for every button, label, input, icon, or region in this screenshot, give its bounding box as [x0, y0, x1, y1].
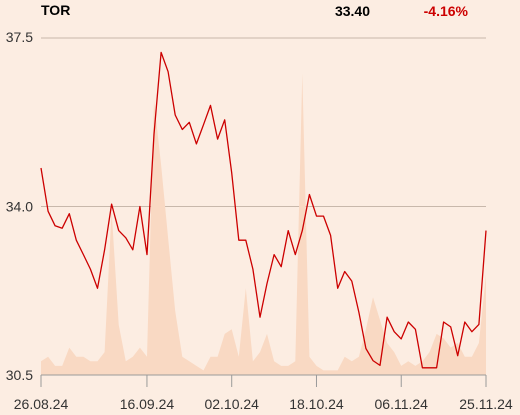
y-tick-label: 37.5 [6, 29, 33, 45]
x-axis: 26.08.24 16.09.24 02.10.24 18.10.24 06.11.24… [14, 374, 513, 412]
x-tick-label: 06.11.24 [375, 396, 429, 412]
x-tick-label: 25.11.24 [459, 396, 513, 412]
x-tick-label: 02.10.24 [204, 396, 259, 412]
x-tick-label: 26.08.24 [14, 396, 69, 412]
y-axis-labels: 37.5 34.0 30.5 [6, 29, 33, 383]
last-price: 33.40 [335, 3, 370, 19]
y-tick-label: 30.5 [6, 367, 33, 383]
price-change: -4.16% [424, 3, 469, 19]
ticker-symbol: TOR [41, 2, 70, 18]
volume-area [41, 73, 486, 376]
x-tick-label: 16.09.24 [120, 396, 175, 412]
grid-lines [41, 37, 486, 207]
x-tick-label: 18.10.24 [289, 396, 344, 412]
y-tick-label: 34.0 [6, 199, 33, 215]
price-line [40, 51, 487, 369]
